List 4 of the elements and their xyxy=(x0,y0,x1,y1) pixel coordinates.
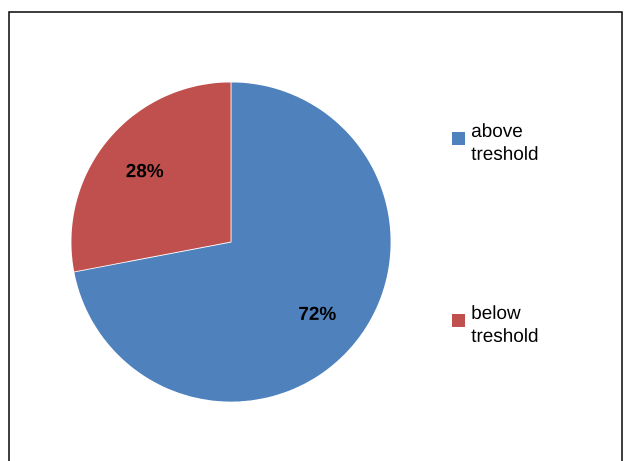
legend-label: above treshold xyxy=(471,123,538,160)
data-label: 72% xyxy=(299,306,336,320)
data-label: 28% xyxy=(126,164,164,178)
legend-label: below treshold xyxy=(471,305,538,342)
